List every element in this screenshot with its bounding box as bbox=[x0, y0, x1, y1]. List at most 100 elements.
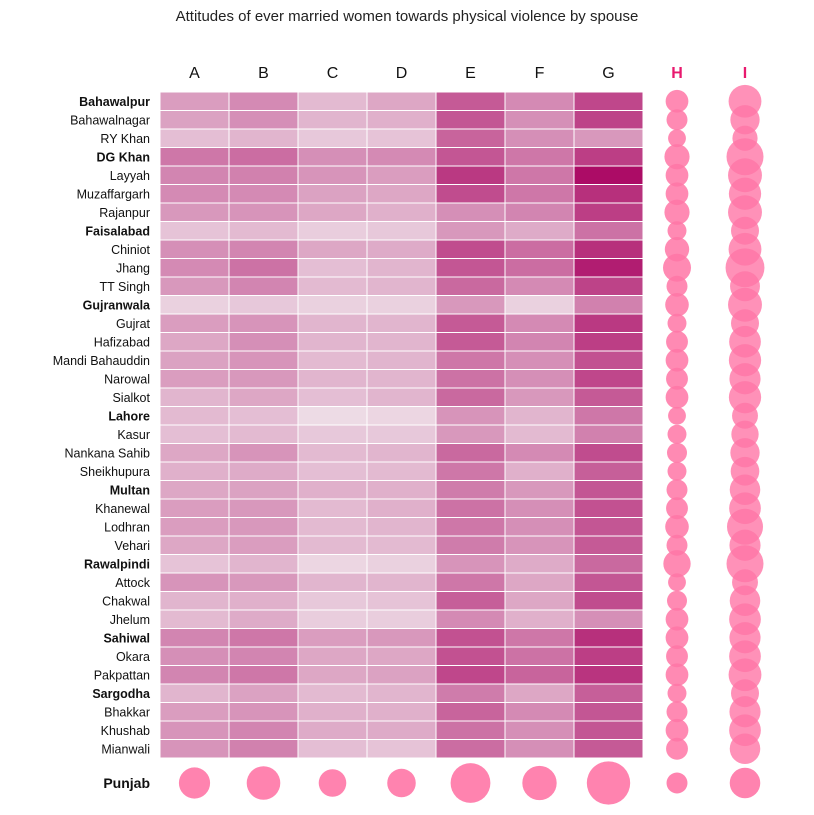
row-label: Mandi Bahauddin bbox=[53, 354, 150, 368]
heatmap-cell bbox=[298, 555, 367, 573]
heatmap-cell bbox=[505, 148, 574, 166]
heatmap-cell bbox=[367, 444, 436, 462]
heatmap-cell bbox=[160, 666, 229, 684]
heatmap-cell bbox=[229, 185, 298, 203]
heatmap-cell bbox=[436, 518, 505, 536]
heatmap-cell bbox=[505, 555, 574, 573]
bubble-h bbox=[666, 645, 688, 668]
heatmap-cell bbox=[505, 111, 574, 129]
heatmap-cell bbox=[436, 129, 505, 147]
heatmap-cell bbox=[160, 481, 229, 499]
heatmap-cell bbox=[229, 740, 298, 758]
bubble-h bbox=[665, 607, 689, 631]
summary-bubble-e bbox=[450, 763, 491, 803]
heatmap-cell bbox=[367, 684, 436, 702]
heatmap-cell bbox=[574, 277, 643, 295]
heatmap-cell bbox=[505, 740, 574, 758]
heatmap-cell bbox=[367, 277, 436, 295]
row-label: Jhelum bbox=[110, 613, 150, 627]
heatmap-cell bbox=[229, 425, 298, 443]
heatmap-cell bbox=[160, 370, 229, 388]
heatmap-cell bbox=[367, 721, 436, 739]
heatmap-cell bbox=[436, 92, 505, 110]
bubble-h bbox=[667, 442, 687, 463]
heatmap-cell bbox=[574, 536, 643, 554]
heatmap-cell bbox=[160, 240, 229, 258]
column-header-h: H bbox=[671, 65, 683, 82]
bubble-h bbox=[666, 275, 688, 297]
heatmap-cell bbox=[229, 166, 298, 184]
heatmap-cell bbox=[298, 92, 367, 110]
heatmap-cell bbox=[367, 740, 436, 758]
heatmap-cell bbox=[574, 629, 643, 647]
bubble-h bbox=[666, 479, 688, 501]
heatmap-cell bbox=[160, 647, 229, 665]
heatmap-cell bbox=[229, 518, 298, 536]
column-header-i: I bbox=[743, 65, 747, 82]
row-label: Layyah bbox=[110, 169, 150, 183]
heatmap-cell bbox=[367, 462, 436, 480]
row-label: Khanewal bbox=[95, 502, 150, 516]
heatmap-cell bbox=[298, 111, 367, 129]
heatmap-cell bbox=[160, 222, 229, 240]
heatmap-cell bbox=[436, 185, 505, 203]
heatmap-cell bbox=[367, 573, 436, 591]
row-label: Bhakkar bbox=[104, 705, 150, 719]
heatmap-cell bbox=[160, 573, 229, 591]
heatmap-cell bbox=[505, 684, 574, 702]
heatmap-cell bbox=[229, 333, 298, 351]
heatmap-cell bbox=[505, 296, 574, 314]
heatmap-cell bbox=[229, 92, 298, 110]
heatmap-cell bbox=[505, 425, 574, 443]
summary-bubble-b bbox=[246, 766, 281, 800]
bubble-i bbox=[730, 105, 760, 135]
heatmap-cell bbox=[229, 240, 298, 258]
heatmap-cell bbox=[160, 92, 229, 110]
column-header-g: G bbox=[602, 65, 614, 82]
heatmap-cell bbox=[160, 592, 229, 610]
row-label: Lahore bbox=[108, 409, 150, 423]
heatmap-cell bbox=[436, 721, 505, 739]
heatmap-cell bbox=[298, 425, 367, 443]
heatmap-cell bbox=[367, 111, 436, 129]
bubble-h bbox=[667, 590, 687, 611]
heatmap-cell bbox=[505, 277, 574, 295]
bubble-h bbox=[666, 497, 688, 520]
row-label: Kasur bbox=[117, 428, 150, 442]
heatmap-cell bbox=[436, 666, 505, 684]
heatmap-cell bbox=[574, 166, 643, 184]
heatmap-cell bbox=[298, 629, 367, 647]
heatmap-cell bbox=[229, 277, 298, 295]
heatmap-cell bbox=[298, 277, 367, 295]
bubble-h bbox=[666, 737, 688, 760]
heatmap-cell bbox=[229, 203, 298, 221]
row-label: Narowal bbox=[104, 372, 150, 386]
heatmap-cell bbox=[505, 703, 574, 721]
heatmap-cell bbox=[298, 573, 367, 591]
heatmap-cell bbox=[367, 703, 436, 721]
row-label: Hafizabad bbox=[94, 335, 150, 349]
heatmap-cell bbox=[160, 388, 229, 406]
heatmap-cell bbox=[367, 499, 436, 517]
heatmap-cell bbox=[574, 499, 643, 517]
row-label: TT Singh bbox=[100, 280, 151, 294]
heatmap-cell bbox=[505, 518, 574, 536]
column-header-c: C bbox=[327, 65, 339, 82]
heatmap-cell bbox=[436, 296, 505, 314]
heatmap-cell bbox=[505, 592, 574, 610]
heatmap-cell bbox=[505, 388, 574, 406]
heatmap-cell bbox=[160, 111, 229, 129]
heatmap-cell bbox=[505, 333, 574, 351]
heatmap-cell bbox=[436, 388, 505, 406]
bubble-h bbox=[668, 129, 686, 148]
heatmap-cell bbox=[298, 481, 367, 499]
heatmap-cell bbox=[436, 592, 505, 610]
row-label: Multan bbox=[110, 483, 150, 497]
heatmap-cell bbox=[298, 259, 367, 277]
heatmap-cell bbox=[367, 592, 436, 610]
heatmap-cell bbox=[298, 499, 367, 517]
heatmap-cell bbox=[367, 407, 436, 425]
heatmap-cell bbox=[160, 203, 229, 221]
heatmap-cell bbox=[436, 740, 505, 758]
